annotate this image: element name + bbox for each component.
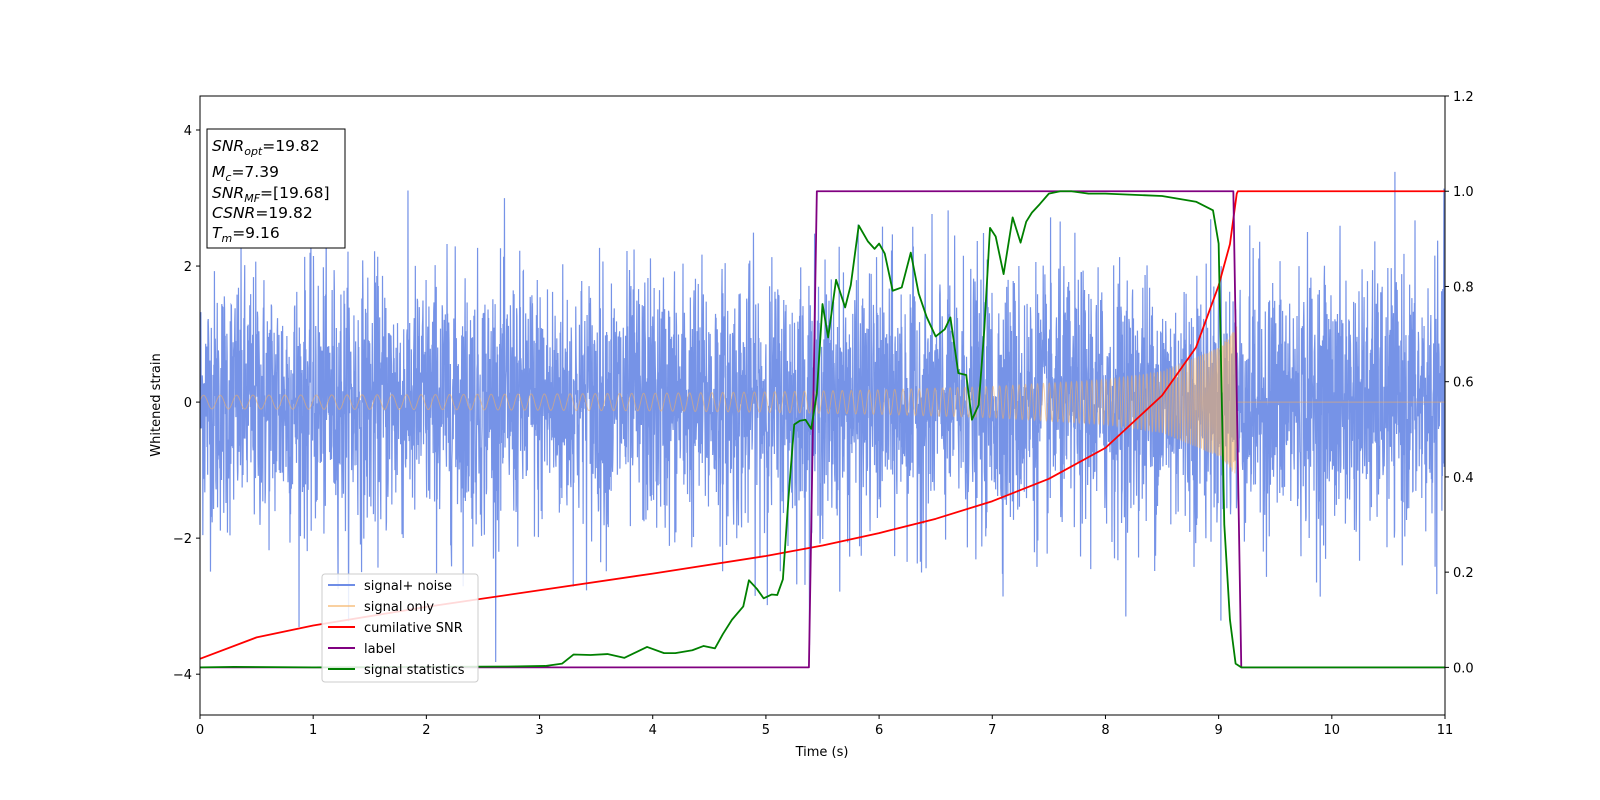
y2-tick-label: 0.4 [1453,471,1474,486]
stats-box-frame [206,128,346,249]
x-axis-label: Time (s) [795,745,849,760]
y2-tick-label: 1.0 [1453,185,1474,200]
stat-csnr: CSNR=19.82 [212,204,313,222]
y-axis-label: Whitened strain [149,353,164,456]
x-tick-label: 5 [762,723,770,738]
x-tick-label: 3 [535,723,543,738]
series-signal-noise [200,171,1445,662]
x-tick-label: 1 [309,723,317,738]
y-tick-label: −2 [173,532,192,547]
stat-mc-sub: c [225,171,231,184]
legend: signal+ noise signal only cumilative SNR… [321,573,479,683]
x-tick-label: 6 [875,723,883,738]
y-tick-label: 0 [184,396,192,411]
stat-snr-mf-base: SNR [212,184,244,202]
y-tick-label: −4 [173,668,192,683]
stat-snr-opt-base: SNR [212,137,244,155]
stat-tm-sub: m [221,232,232,245]
x-tick-label: 0 [196,723,204,738]
stat-snr-mf: SNRMF=[19.68] [212,184,330,205]
y2-tick-label: 1.2 [1453,90,1474,105]
x-tick-label: 11 [1437,723,1454,738]
legend-label-cumulative-snr: cumilative SNR [364,621,463,636]
legend-label-statistics: signal statistics [364,663,465,678]
stat-snr-opt-sub: opt [244,145,263,158]
ticks-layer: 0 1 2 3 4 5 6 7 8 9 10 11 −4 −2 0 2 4 0.0 0.2 0.4 0.6 0.8 1.0 1… [173,90,1474,738]
y2-tick-label: 0.0 [1453,661,1474,676]
y2-tick-label: 0.8 [1453,280,1474,295]
legend-label-noise: signal+ noise [364,579,452,594]
stat-snr-opt-value: =19.82 [262,137,319,155]
stat-snr-mf-sub: MF [244,192,260,205]
x-tick-label: 2 [422,723,430,738]
x-tick-label: 4 [649,723,657,738]
stat-csnr-base: CSNR [212,204,255,222]
series-signal-statistics [200,190,1445,669]
x-tick-label: 8 [1101,723,1109,738]
y2-tick-label: 0.2 [1453,566,1474,581]
stat-tm-base: T [212,224,223,242]
legend-label-label: label [364,642,395,657]
x-tick-label: 9 [1214,723,1222,738]
stats-box: SNRopt=19.82 Mc=7.39 SNRMF=[19.68] CSNR=… [206,128,346,249]
y-tick-label: 4 [184,124,192,139]
stat-mc: Mc=7.39 [212,163,279,184]
stat-csnr-value: =19.82 [255,204,312,222]
stat-tm: Tm=9.16 [212,224,280,245]
stat-tm-value: =9.16 [232,224,280,242]
legend-frame [321,573,479,683]
stat-mc-value: =7.39 [231,163,279,181]
x-tick-label: 7 [988,723,996,738]
stat-mc-base: M [212,163,225,181]
stat-snr-mf-value: =[19.68] [260,184,329,202]
legend-label-signal: signal only [364,600,434,615]
x-tick-label: 10 [1324,723,1341,738]
stat-snr-opt: SNRopt=19.82 [212,137,320,158]
plot-frame [199,95,1446,716]
y2-tick-label: 0.6 [1453,376,1474,391]
y-tick-label: 2 [184,260,192,275]
